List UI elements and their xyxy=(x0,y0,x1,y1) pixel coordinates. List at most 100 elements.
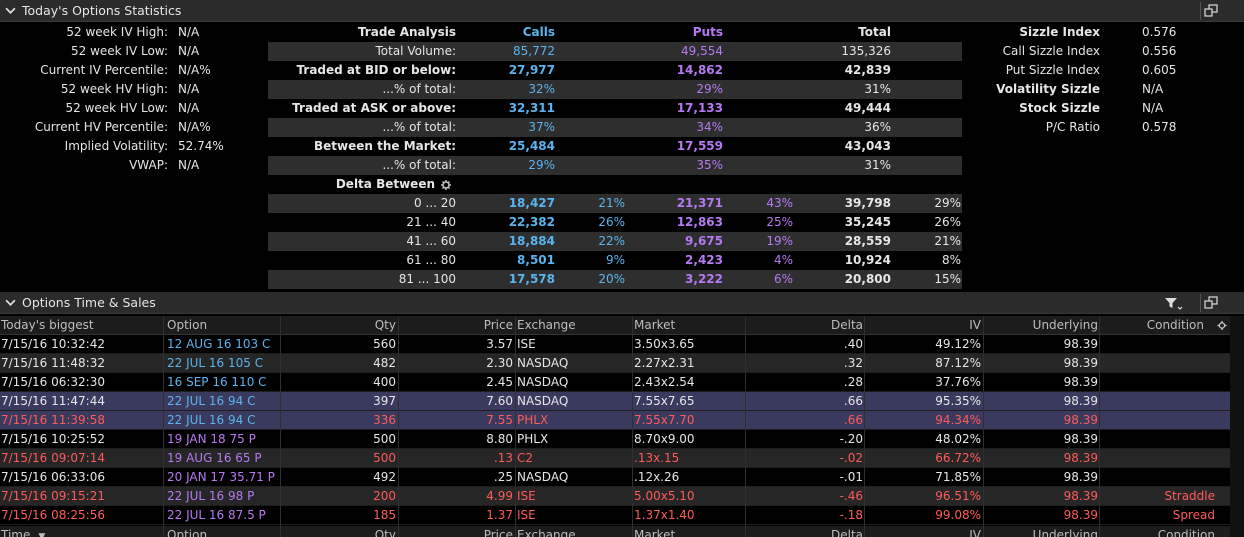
puts-pct: 4% xyxy=(773,253,793,267)
col-header-qty[interactable]: Qty xyxy=(374,528,396,537)
cell-delta: -.46 xyxy=(839,489,863,503)
col-header-condition[interactable]: Condition xyxy=(1146,318,1204,332)
row-label: ...% of total: xyxy=(382,120,456,134)
trade-analysis-row: ...% of total: 29% 35% 31% xyxy=(268,156,962,175)
column-divider xyxy=(864,316,865,537)
row-label: Traded at ASK or above: xyxy=(292,101,456,115)
stats-panel-header[interactable]: Today's Options Statistics xyxy=(0,0,1244,22)
table-row[interactable]: 7/15/16 06:32:30 16 SEP 16 110 C 400 2.4… xyxy=(0,373,1230,392)
column-divider xyxy=(163,316,164,537)
stat-label: Implied Volatility: xyxy=(64,139,168,153)
puts-value: 3,222 xyxy=(685,272,723,286)
time-sales-header[interactable]: Options Time & Sales xyxy=(0,292,1244,314)
calls-pct: 20% xyxy=(598,272,625,286)
gear-icon[interactable] xyxy=(1216,316,1228,341)
popout-icon[interactable] xyxy=(1200,2,1220,20)
cell-exchange: ISE xyxy=(517,508,536,522)
cell-qty: 336 xyxy=(373,413,396,427)
cell-iv: 99.08% xyxy=(935,508,981,522)
col-header-market[interactable]: Market xyxy=(634,318,676,332)
delta-row: 61 ... 80 8,501 9% 2,423 4% 10,924 8% xyxy=(268,251,962,270)
col-header-time[interactable]: Time ▼ xyxy=(1,526,161,537)
table-row[interactable]: 7/15/16 08:25:56 22 JUL 16 87.5 P 185 1.… xyxy=(0,506,1230,525)
calls-header: Calls xyxy=(522,25,555,39)
cell-iv: 48.02% xyxy=(935,432,981,446)
calls-value: 32,311 xyxy=(508,101,555,115)
sizzle-value: 0.576 xyxy=(1142,25,1177,39)
cell-qty: 492 xyxy=(373,470,396,484)
scrollbar[interactable] xyxy=(1230,316,1244,537)
cell-time: 7/15/16 10:25:52 xyxy=(1,432,105,446)
table-row[interactable]: 7/15/16 09:07:14 19 AUG 16 65 P 500 .13 … xyxy=(0,449,1230,468)
cell-iv: 95.35% xyxy=(935,394,981,408)
table-row[interactable]: 7/15/16 09:15:21 22 JUL 16 98 P 200 4.99… xyxy=(0,487,1230,506)
col-header-option[interactable]: Option xyxy=(167,318,208,332)
calls-value: 27,977 xyxy=(508,63,555,77)
cell-exchange: NASDAQ xyxy=(517,375,569,389)
total-value: 31% xyxy=(864,158,891,172)
calls-pct: 21% xyxy=(598,196,625,210)
table-row[interactable]: 7/15/16 11:47:44 22 JUL 16 94 C 397 7.60… xyxy=(0,392,1230,411)
stat-value: N/A xyxy=(178,158,200,172)
calls-value: 8,501 xyxy=(517,253,555,267)
table-header-secondary: Time ▼ Option Qty Price Exchange Market D… xyxy=(0,526,1230,537)
puts-value: 12,863 xyxy=(676,215,723,229)
table-row[interactable]: 7/15/16 06:33:06 20 JAN 17 35.71 P 492 .… xyxy=(0,468,1230,487)
cell-market: 3.50x3.65 xyxy=(634,337,695,351)
row-label: Total Volume: xyxy=(375,44,456,58)
cell-market: .12x.26 xyxy=(634,470,680,484)
calls-pct: 26% xyxy=(598,215,625,229)
cell-underlying: 98.39 xyxy=(1063,337,1098,351)
sizzle-label: Stock Sizzle xyxy=(1019,101,1100,115)
col-header-option[interactable]: Option xyxy=(167,528,208,537)
cell-qty: 200 xyxy=(373,489,396,503)
col-header-price[interactable]: Price xyxy=(483,318,513,332)
col-header-exchange[interactable]: Exchange xyxy=(517,528,576,537)
col-header-delta[interactable]: Delta xyxy=(830,528,863,537)
trade-analysis-row: Between the Market: 25,484 17,559 43,043 xyxy=(268,137,962,156)
col-header-price[interactable]: Price xyxy=(483,528,513,537)
puts-value: 35% xyxy=(696,158,723,172)
col-header-delta[interactable]: Delta xyxy=(830,318,863,332)
filter-icon[interactable] xyxy=(1160,294,1184,312)
cell-market: 5.00x5.10 xyxy=(634,489,695,503)
col-header-underlying[interactable]: Underlying xyxy=(1032,528,1098,537)
total-value: 36% xyxy=(864,120,891,134)
cell-time: 7/15/16 10:32:42 xyxy=(1,337,105,351)
col-header-condition[interactable]: Condition xyxy=(1157,528,1215,537)
chevron-down-icon[interactable] xyxy=(5,297,16,308)
cell-price: 2.45 xyxy=(486,375,513,389)
cell-exchange: NASDAQ xyxy=(517,470,569,484)
col-header-iv[interactable]: IV xyxy=(969,318,981,332)
col-header-iv[interactable]: IV xyxy=(969,528,981,537)
col-header-exchange[interactable]: Exchange xyxy=(517,318,576,332)
cell-price: 7.60 xyxy=(486,394,513,408)
chevron-down-icon[interactable] xyxy=(5,5,16,16)
puts-pct: 43% xyxy=(766,196,793,210)
cell-qty: 482 xyxy=(373,356,396,370)
calls-value: 18,427 xyxy=(508,196,555,210)
table-row[interactable]: 7/15/16 10:32:42 12 AUG 16 103 C 560 3.5… xyxy=(0,335,1230,354)
stat-label: 52 week HV Low: xyxy=(65,101,169,115)
trade-analysis-row: Total Volume: 85,772 49,554 135,326 xyxy=(268,42,962,61)
table-row[interactable]: 7/15/16 10:25:52 19 JAN 18 75 P 500 8.80… xyxy=(0,430,1230,449)
col-header-underlying[interactable]: Underlying xyxy=(1032,318,1098,332)
col-header-market[interactable]: Market xyxy=(634,528,676,537)
stat-value: N/A xyxy=(178,25,200,39)
cell-option: 22 JUL 16 105 C xyxy=(167,356,264,370)
delta-range: 21 ... 40 xyxy=(406,215,456,229)
stat-label: Current HV Percentile: xyxy=(34,120,168,134)
cell-underlying: 98.39 xyxy=(1063,375,1098,389)
stat-label: 52 week IV High: xyxy=(66,25,168,39)
table-row[interactable]: 7/15/16 11:48:32 22 JUL 16 105 C 482 2.3… xyxy=(0,354,1230,373)
col-header-time[interactable]: Today's biggest xyxy=(1,318,94,332)
total-value: 49,444 xyxy=(844,101,891,115)
popout-icon[interactable] xyxy=(1200,294,1220,312)
col-header-qty[interactable]: Qty xyxy=(374,318,396,332)
gear-icon[interactable] xyxy=(440,175,454,200)
cell-delta: .40 xyxy=(843,337,863,351)
stats-panel-title: Today's Options Statistics xyxy=(22,3,182,18)
puts-value: 49,554 xyxy=(681,44,723,58)
table-row[interactable]: 7/15/16 11:39:58 22 JUL 16 94 C 336 7.55… xyxy=(0,411,1230,430)
cell-option: 19 JAN 18 75 P xyxy=(167,432,256,446)
